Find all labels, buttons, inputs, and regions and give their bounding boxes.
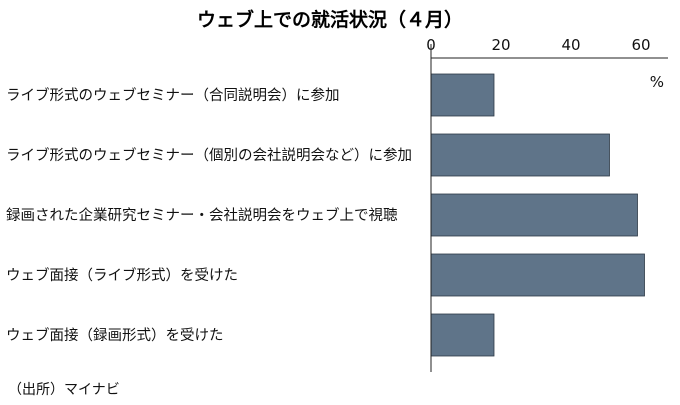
x-tick-label: 20 [491,36,510,54]
category-label: ライブ形式のウェブセミナー（合同説明会）に参加 [6,86,340,104]
unit-label: % [650,73,664,91]
category-label: ライブ形式のウェブセミナー（個別の会社説明会など）に参加 [6,146,412,164]
category-label: 録画された企業研究セミナー・会社説明会をウェブ上で視聴 [6,206,398,224]
bar [430,193,638,237]
category-labels: ライブ形式のウェブセミナー（合同説明会）に参加ライブ形式のウェブセミナー（個別の… [6,86,412,344]
x-axis-ticks: 0 20 40 60 [426,36,650,54]
bar [430,133,610,177]
category-label: ウェブ面接（ライブ形式）を受けた [6,266,238,284]
x-tick-label: 40 [561,36,580,54]
bar [430,73,495,117]
category-label: ウェブ面接（録画形式）を受けた [6,326,224,344]
bar [430,253,645,297]
source-note: （出所）マイナビ [8,382,120,398]
x-tick-label: 60 [631,36,650,54]
chart-title: ウェブ上での就活状況（４月） [197,8,463,31]
bar [430,313,495,357]
bars-group [430,73,645,357]
